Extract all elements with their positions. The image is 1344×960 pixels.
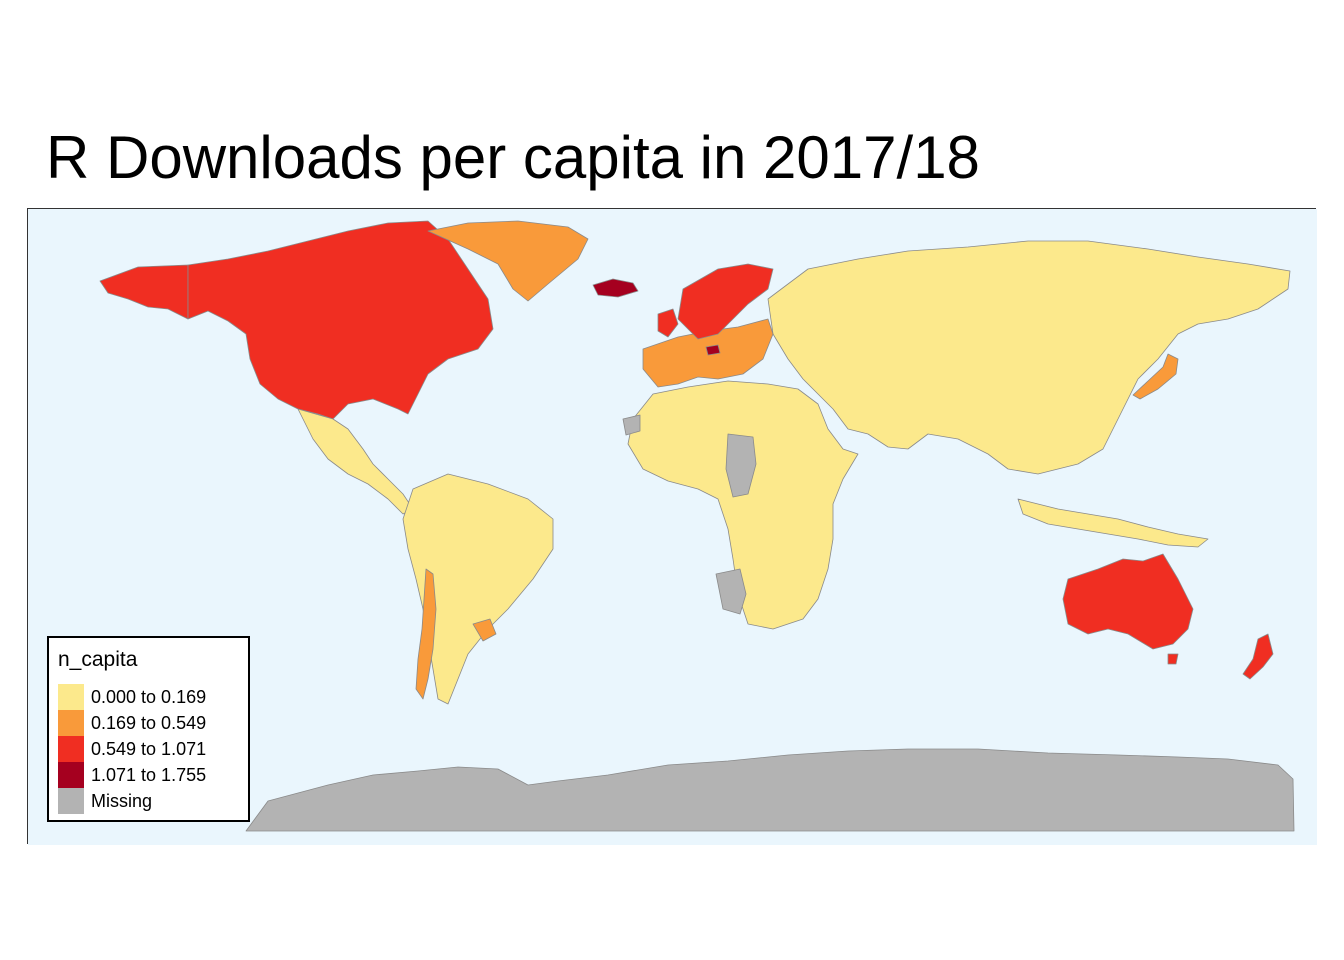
region-japan bbox=[1132, 353, 1179, 400]
legend-swatch bbox=[58, 788, 84, 814]
region-europe-north bbox=[677, 263, 774, 340]
legend-item: 1.071 to 1.755 bbox=[58, 762, 248, 788]
map-legend: n_capita 0.000 to 0.169 0.169 to 0.549 0… bbox=[47, 636, 250, 822]
legend-label: Missing bbox=[91, 791, 153, 811]
region-alaska bbox=[99, 264, 189, 320]
map-title: R Downloads per capita in 2017/18 bbox=[46, 124, 980, 191]
legend-swatch bbox=[58, 684, 84, 710]
legend-title: n_capita bbox=[58, 648, 138, 671]
legend-item: 0.169 to 0.549 bbox=[58, 710, 248, 736]
region-new-zealand bbox=[1242, 633, 1274, 680]
region-tasmania bbox=[1167, 653, 1179, 665]
region-iceland bbox=[592, 278, 639, 298]
legend-label: 0.549 to 1.071 bbox=[91, 739, 207, 759]
region-antarctica bbox=[245, 748, 1295, 832]
region-switzerland bbox=[705, 344, 721, 356]
region-se-asia-islands bbox=[1017, 498, 1209, 548]
region-chad bbox=[725, 433, 757, 498]
region-asia bbox=[767, 240, 1291, 475]
region-chile bbox=[415, 568, 437, 700]
legend-label: 0.000 to 0.169 bbox=[91, 687, 207, 707]
legend-item: 0.549 to 1.071 bbox=[58, 736, 248, 762]
legend-swatch bbox=[58, 762, 84, 788]
legend-swatch bbox=[58, 710, 84, 736]
region-north-america bbox=[187, 220, 494, 420]
legend-label: 1.071 to 1.755 bbox=[91, 765, 207, 785]
region-namibia bbox=[715, 568, 747, 615]
region-africa bbox=[627, 380, 859, 630]
region-australia bbox=[1062, 553, 1194, 650]
legend-item: Missing bbox=[58, 788, 248, 814]
legend-label: 0.169 to 0.549 bbox=[91, 713, 207, 733]
region-south-america bbox=[402, 473, 554, 705]
region-greenland bbox=[427, 220, 589, 302]
legend-swatch bbox=[58, 736, 84, 762]
region-uruguay bbox=[472, 618, 497, 642]
legend-item: 0.000 to 0.169 bbox=[58, 684, 248, 710]
region-uk bbox=[657, 308, 679, 338]
region-western-sahara bbox=[622, 414, 641, 436]
